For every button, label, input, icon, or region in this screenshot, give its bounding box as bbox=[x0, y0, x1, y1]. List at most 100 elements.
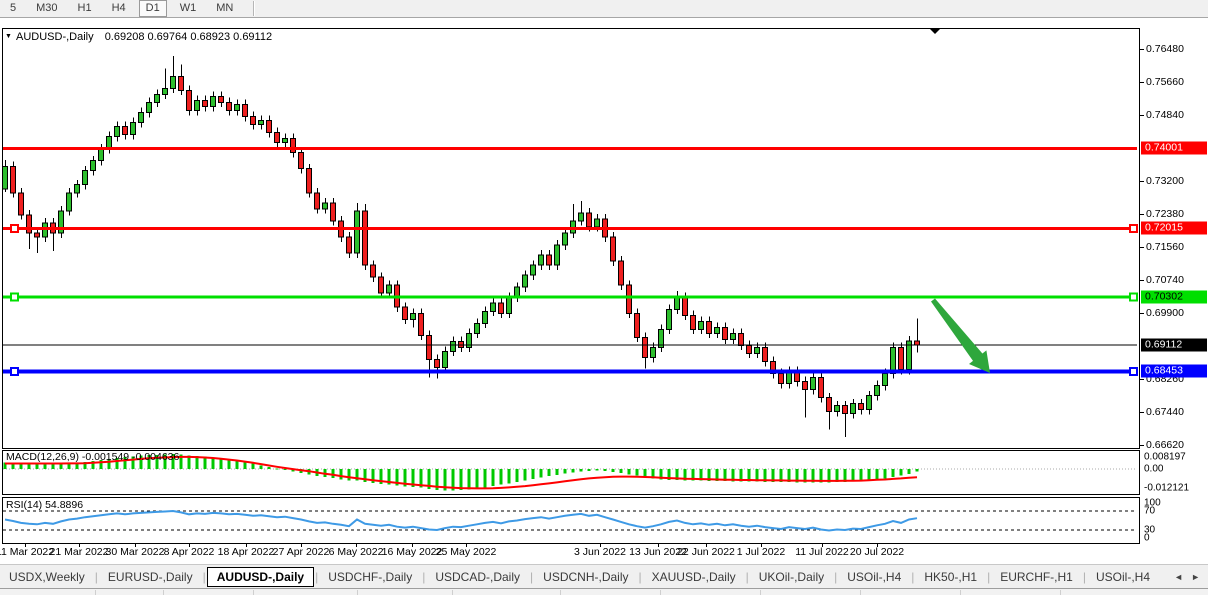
date-axis-label: 11 Mar 2022 bbox=[0, 546, 55, 558]
chart-tab-xauusd-daily[interactable]: XAUUSD-,Daily bbox=[651, 570, 736, 584]
price-axis-tick bbox=[1140, 280, 1144, 281]
tab-scroll-left-icon[interactable]: ◄ bbox=[1174, 572, 1184, 582]
status-strip-separator bbox=[760, 590, 761, 595]
hline-handle[interactable] bbox=[1129, 292, 1138, 302]
date-axis-label: 11 Jul 2022 bbox=[795, 546, 849, 558]
date-axis-label: 13 Jun 2022 bbox=[629, 546, 687, 558]
status-strip bbox=[0, 588, 1208, 595]
date-axis-label: 18 Apr 2022 bbox=[217, 546, 275, 558]
price-axis-label: 0.69900 bbox=[1146, 307, 1184, 319]
ohlc-values: 0.69208 0.69764 0.68923 0.69112 bbox=[104, 31, 273, 43]
timeframe-button-d1[interactable]: D1 bbox=[138, 0, 167, 17]
hline-handle[interactable] bbox=[1129, 366, 1138, 376]
macd-plot[interactable] bbox=[0, 450, 1141, 496]
hline-handle[interactable] bbox=[10, 223, 19, 233]
price-axis-label: 0.74840 bbox=[1146, 109, 1184, 121]
rsi-plot[interactable] bbox=[0, 497, 1141, 544]
symbol-period-label: AUDUSD-,Daily bbox=[16, 31, 94, 43]
status-strip-separator bbox=[660, 590, 661, 595]
status-strip-separator bbox=[95, 590, 96, 595]
price-level-badge-0.68453: 0.68453 bbox=[1141, 364, 1207, 378]
date-axis-tick bbox=[600, 543, 601, 547]
tab-divider: | bbox=[834, 570, 838, 584]
price-plot[interactable] bbox=[0, 28, 1141, 450]
price-axis-label: 0.71560 bbox=[1146, 241, 1184, 253]
price-level-badge-0.69112: 0.69112 bbox=[1141, 338, 1207, 352]
date-axis-label: 3 Jun 2022 bbox=[574, 546, 626, 558]
date-axis-label: 30 Mar 2022 bbox=[105, 546, 165, 558]
price-axis-label: 0.67440 bbox=[1146, 406, 1184, 418]
date-axis-tick bbox=[189, 543, 190, 547]
rsi-axis-label: 100 bbox=[1144, 497, 1161, 509]
price-axis-label: 0.66620 bbox=[1146, 439, 1184, 451]
rsi-line bbox=[4, 509, 918, 532]
status-strip-separator bbox=[357, 590, 358, 595]
status-strip-separator bbox=[163, 590, 164, 595]
date-axis-tick bbox=[79, 543, 80, 547]
tab-scroll-right-icon[interactable]: ► bbox=[1191, 572, 1200, 582]
price-axis-tick bbox=[1140, 49, 1144, 50]
rsi-axis-label: 0 bbox=[1144, 532, 1150, 544]
timeframe-button-mn[interactable]: MN bbox=[216, 2, 234, 14]
timeframe-button-h4[interactable]: H4 bbox=[111, 2, 126, 14]
timeframe-toolbar: 5 M30 H1 H4 D1 W1 MN bbox=[0, 0, 1208, 18]
date-axis-label: 1 Jul 2022 bbox=[736, 546, 786, 558]
hline-handle[interactable] bbox=[1129, 223, 1138, 233]
date-axis-tick bbox=[658, 543, 659, 547]
date-axis-tick bbox=[877, 543, 878, 547]
tab-divider: | bbox=[422, 570, 426, 584]
chart-tab-audusd-daily[interactable]: AUDUSD-,Daily bbox=[206, 566, 315, 587]
date-axis-tick bbox=[246, 543, 247, 547]
collapse-triangle-icon[interactable]: ▼ bbox=[5, 33, 12, 40]
chart-tab-bar: USDX,Weekly | EURUSD-,Daily | AUDUSD-,Daily |… bbox=[0, 564, 1208, 589]
chart-tab-usoil-h4[interactable]: USOil-,H4 bbox=[1095, 570, 1150, 584]
price-axis-tick bbox=[1140, 412, 1144, 413]
date-axis-label: 27 Apr 2022 bbox=[272, 546, 330, 558]
date-axis-label: 21 Mar 2022 bbox=[49, 546, 109, 558]
price-axis-tick bbox=[1140, 445, 1144, 446]
horizontal-lines-group[interactable] bbox=[3, 147, 1138, 376]
chart-tab-usdcnh-daily[interactable]: USDCNH-,Daily bbox=[543, 570, 629, 584]
tab-divider: | bbox=[745, 570, 749, 584]
timeframe-button-w1[interactable]: W1 bbox=[179, 2, 197, 14]
price-axis-tick bbox=[1140, 247, 1144, 248]
price-axis-tick bbox=[1140, 115, 1144, 116]
down-arrow-annotation[interactable] bbox=[931, 298, 990, 374]
date-axis-label: 16 May 2022 bbox=[381, 546, 443, 558]
toolbar-separator bbox=[253, 1, 256, 16]
timeframe-button-m30[interactable]: M30 bbox=[36, 2, 58, 14]
price-axis-tick bbox=[1140, 214, 1144, 215]
tab-scroll-arrows: ◄ ► bbox=[1174, 572, 1208, 582]
date-axis-tick bbox=[356, 543, 357, 547]
timeframe-button-5[interactable]: 5 bbox=[10, 2, 17, 14]
price-axis-tick bbox=[1140, 313, 1144, 314]
price-level-badge-0.74001: 0.74001 bbox=[1141, 141, 1207, 155]
price-axis-tick bbox=[1140, 82, 1144, 83]
price-axis-label: 0.75660 bbox=[1146, 76, 1184, 88]
date-axis-label: 25 May 2022 bbox=[435, 546, 497, 558]
date-axis-label: 8 Apr 2022 bbox=[163, 546, 215, 558]
macd-axis-label: 0.00 bbox=[1144, 463, 1164, 475]
status-strip-separator bbox=[1060, 590, 1061, 595]
candles-group bbox=[2, 56, 920, 437]
chart-tab-ukoil-daily[interactable]: UKOil-,Daily bbox=[758, 570, 825, 584]
chart-tab-usdx-weekly[interactable]: USDX,Weekly bbox=[9, 570, 85, 584]
macd-axis-label: 0.008197 bbox=[1144, 451, 1186, 463]
tab-divider: | bbox=[202, 570, 206, 584]
timeframe-button-h1[interactable]: H1 bbox=[77, 2, 92, 14]
tab-divider: | bbox=[315, 570, 319, 584]
tab-divider: | bbox=[94, 570, 98, 584]
chart-tab-usdchf-daily[interactable]: USDCHF-,Daily bbox=[328, 570, 413, 584]
chart-tab-usdcad-daily[interactable]: USDCAD-,Daily bbox=[435, 570, 521, 584]
rsi-indicator-label: RSI(14) 54.8896 bbox=[6, 499, 84, 511]
chart-tab-eurchf-h1[interactable]: EURCHF-,H1 bbox=[1000, 570, 1073, 584]
status-strip-separator bbox=[860, 590, 861, 595]
chart-tab-hk50-h1[interactable]: HK50-,H1 bbox=[924, 570, 978, 584]
date-axis-tick bbox=[706, 543, 707, 547]
rsi-axis-label: 70 bbox=[1144, 505, 1156, 517]
chart-tab-usoil-h4[interactable]: USOil-,H4 bbox=[847, 570, 902, 584]
hline-handle[interactable] bbox=[10, 366, 19, 376]
tab-divider: | bbox=[987, 570, 991, 584]
hline-handle[interactable] bbox=[10, 292, 19, 302]
chart-tab-eurusd-daily[interactable]: EURUSD-,Daily bbox=[107, 570, 193, 584]
